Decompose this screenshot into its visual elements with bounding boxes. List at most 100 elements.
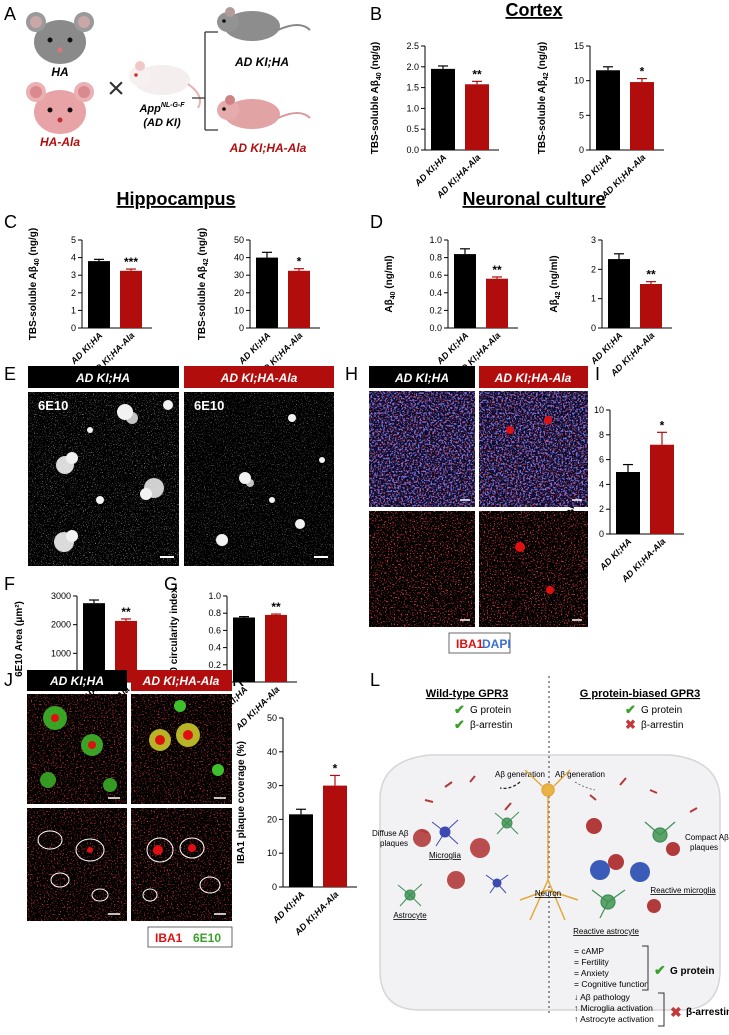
y-tick-label: 3: [591, 235, 596, 245]
e-plaques-right: [216, 414, 325, 546]
e-stain-left: 6E10: [38, 398, 68, 413]
check-icon: ✔: [654, 962, 666, 978]
y-tick-label: 4: [71, 253, 76, 263]
neuron-icon: [519, 769, 579, 921]
mouse-ha-icon: [26, 12, 94, 64]
bar: [486, 278, 508, 328]
mouse-ha-ala-label: HA-Ala: [40, 135, 80, 149]
e-header-right: AD KI;HA-Ala: [220, 371, 298, 385]
panel-e-images: AD KI;HA AD KI;HA-Ala 6E10 6E10: [28, 366, 334, 566]
check-icon: ✔: [625, 702, 636, 717]
y-tick-label: 0: [239, 323, 244, 333]
y-tick-label: 0.6: [208, 625, 221, 635]
y-tick-label: 0.2: [429, 305, 442, 315]
y-tick-label: 30: [234, 270, 244, 280]
y-tick-label: 0: [579, 145, 584, 155]
x-tick-label: AD KI;HA: [412, 152, 448, 188]
y-tick-label: 0.0: [429, 323, 442, 333]
ab-generation-left: Aβ generation: [495, 770, 545, 779]
e-stain-right: 6E10: [194, 398, 224, 413]
panel-letter-a: A: [4, 4, 16, 24]
bar: [323, 785, 347, 887]
chart-b1: 0.0 0.5 1.0 1.5 2.0 2.5 TBS-soluble Aβ40 (ng/g…: [370, 41, 499, 201]
astrocyte-icon: [397, 811, 520, 907]
y-tick-label: 1.0: [208, 591, 221, 601]
title-neuronal-culture: Neuronal culture: [462, 189, 605, 209]
y-tick-label: 20: [267, 814, 277, 824]
y-tick-label: 1: [71, 305, 76, 315]
brain-outline: [379, 754, 721, 1011]
h-image-top-left-iba1: [369, 391, 475, 507]
y-tick-label: 2.5: [406, 41, 419, 51]
chart-k: 0 10 20 30 40 50 IBA1 plaque coverage (%) AD KI…: [236, 713, 357, 938]
y-tick-label: 0.2: [208, 660, 221, 670]
bar: [640, 284, 662, 328]
y-tick-label: 0.6: [429, 270, 442, 280]
significance-label: **: [492, 263, 502, 277]
y-axis-label: TBS-soluble Aβ40 (ng/g): [28, 228, 41, 340]
significance-label: *: [297, 255, 302, 269]
bar: [115, 620, 137, 682]
offspring1-label: AD KI;HA: [234, 55, 289, 69]
panel-letter-c: C: [4, 212, 17, 232]
y-tick-label: 0: [599, 529, 604, 539]
j-header-right-bg: [131, 670, 232, 691]
j-outlines-bottom-left: [37, 830, 109, 902]
j-outlines-bottom-right: [142, 837, 221, 902]
effect-anxiety: = Anxiety: [574, 968, 609, 978]
j-red-clusters: [87, 844, 196, 855]
j-plaques-top-right: [149, 700, 224, 776]
panel-letter-b: B: [370, 4, 382, 24]
reactive-microglia-icons: [590, 860, 650, 882]
bar: [88, 261, 110, 328]
diffuse-plaque-icons: [413, 829, 490, 889]
y-tick-label: 10: [234, 305, 244, 315]
e-header-left: AD KI;HA: [75, 371, 130, 385]
bar: [596, 70, 620, 150]
y-tick-label: 10: [267, 848, 277, 858]
bar: [650, 444, 674, 534]
effect-ab-pathology: ↓ Aβ pathology: [574, 992, 631, 1002]
gprotein-effect-label: G protein: [670, 966, 714, 977]
mouse-app-icon: [129, 61, 201, 109]
h-legend-box: [448, 632, 511, 654]
neuron-label: Neuron: [535, 889, 561, 898]
y-tick-label: 3: [71, 270, 76, 280]
panel-letter-d: D: [370, 212, 383, 232]
j-legend-6e10: 6E10: [193, 931, 221, 945]
y-tick-label: 50: [267, 713, 277, 723]
effects-gprotein-list: = cAMP = Fertility = Anxiety = Cognitive…: [574, 946, 649, 989]
h-header-right-bg: [479, 366, 588, 388]
astrocyte-label: Astrocyte: [393, 911, 427, 920]
e-header-left-bg: [28, 366, 179, 388]
y-tick-label: 20: [234, 288, 244, 298]
microglia-icon: [431, 819, 509, 894]
j-header-left-bg: [27, 670, 127, 691]
j-legend-box: [147, 926, 233, 948]
arrestin-bracket: [658, 992, 665, 1027]
cross-icon: ✖: [625, 717, 636, 732]
diffuse-label-2: plaques: [380, 839, 408, 848]
y-tick-label: 0: [71, 323, 76, 333]
wt-item-gprotein: G protein: [470, 705, 511, 716]
bar: [608, 259, 630, 328]
y-axis-label: TBS-soluble Aβ40 (ng/g): [370, 42, 383, 154]
cross-symbol: ×: [107, 72, 125, 105]
arrow-left: [499, 781, 521, 790]
y-tick-label: 30: [267, 781, 277, 791]
y-tick-label: 0.8: [208, 608, 221, 618]
y-tick-label: 1000: [51, 648, 71, 658]
panel-letter-f: F: [4, 574, 15, 594]
y-tick-label: 5: [71, 235, 76, 245]
effect-microglia: ↑ Microglia activation: [574, 1003, 653, 1013]
y-tick-label: 8: [599, 430, 604, 440]
mouse-ha-label: HA: [51, 65, 68, 79]
offspring2-icon: [217, 95, 311, 129]
bar: [265, 614, 287, 682]
compact-plaque-icons: [586, 818, 680, 913]
